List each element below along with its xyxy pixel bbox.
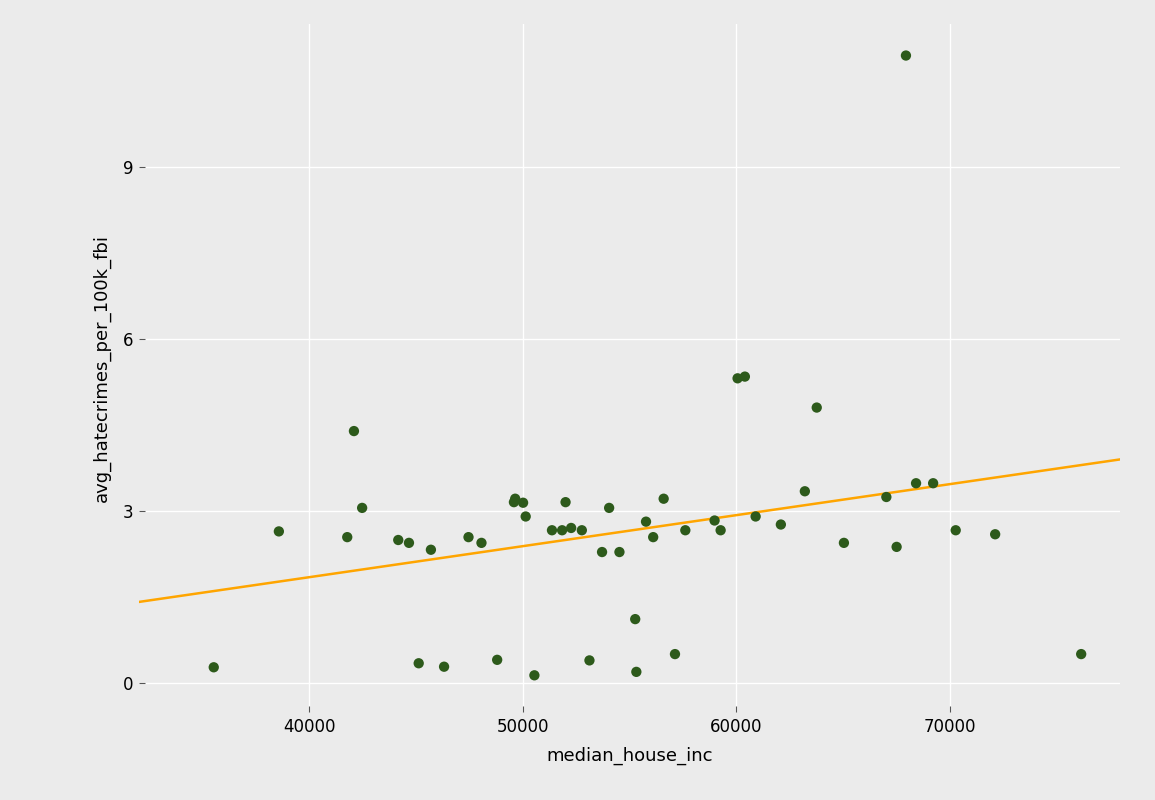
Point (344, 425, 363, 438)
Point (505, 496, 523, 509)
Point (924, 477, 942, 490)
Point (986, 528, 1005, 541)
Point (593, 546, 611, 558)
Point (410, 657, 429, 670)
Point (626, 613, 644, 626)
Point (796, 485, 814, 498)
Point (487, 654, 506, 666)
Point (516, 510, 535, 523)
Y-axis label: avg_hatecrimes_per_100k_fbi: avg_hatecrimes_per_100k_fbi (94, 234, 111, 502)
Point (627, 666, 646, 678)
Point (772, 518, 790, 531)
Point (599, 502, 618, 514)
Point (736, 370, 754, 383)
Point (907, 477, 925, 490)
Point (573, 524, 591, 537)
Point (389, 534, 408, 546)
Point (353, 502, 372, 514)
Point (676, 524, 694, 537)
Point (711, 524, 730, 537)
Point (204, 661, 223, 674)
Point (644, 530, 663, 543)
Point (460, 530, 478, 543)
Point (655, 492, 673, 505)
Point (526, 669, 544, 682)
Point (269, 525, 288, 538)
Point (1072, 648, 1090, 661)
Point (400, 537, 418, 550)
Point (665, 648, 684, 661)
Point (472, 537, 491, 550)
Point (835, 537, 854, 550)
Point (887, 541, 906, 554)
Point (746, 510, 765, 523)
Point (580, 654, 598, 667)
X-axis label: median_house_inc: median_house_inc (546, 746, 713, 765)
Point (877, 490, 895, 503)
Point (506, 492, 524, 505)
Point (610, 546, 628, 558)
Point (434, 660, 453, 673)
Point (706, 514, 724, 527)
Point (946, 524, 964, 537)
Point (422, 543, 440, 556)
Point (338, 530, 357, 543)
Point (557, 496, 575, 509)
Point (729, 372, 747, 385)
Point (543, 524, 561, 537)
Point (636, 515, 655, 528)
Point (553, 524, 572, 537)
Point (561, 522, 580, 534)
Point (514, 496, 532, 509)
Point (807, 401, 826, 414)
Point (896, 49, 915, 62)
